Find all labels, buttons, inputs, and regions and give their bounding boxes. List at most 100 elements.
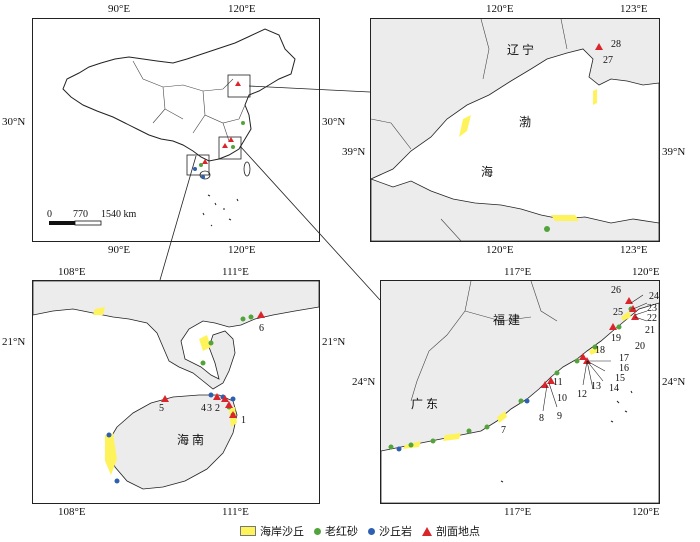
- legend-item-dune-rock: 沙丘岩: [368, 523, 412, 539]
- hainan-island-label: 海 南: [177, 433, 205, 447]
- red-sand-point: [241, 121, 245, 125]
- liaoning-lower-coast: [371, 178, 659, 241]
- hainan-island: [108, 394, 238, 490]
- china-bottom-tick-90e: 90°E: [108, 244, 131, 256]
- site-number-1: 1: [241, 415, 246, 426]
- fujian-map-svg: [381, 281, 659, 503]
- liaoning-left-tick-39n: 39°N: [342, 146, 366, 158]
- china-site-markers: [193, 81, 245, 179]
- bohai-label-lower: 海: [481, 165, 494, 179]
- china-bottom-tick-120e: 120°E: [228, 244, 256, 256]
- offshore-islets: [500, 390, 633, 483]
- fujian-top-tick-120e: 120°E: [632, 266, 660, 278]
- fujian-left-tick-24n: 24°N: [352, 376, 376, 388]
- site-number-6: 6: [259, 323, 264, 334]
- hainan-left-tick-21n: 21°N: [2, 336, 26, 348]
- site-number-11: 11: [553, 377, 563, 388]
- site-triangle: [222, 143, 228, 148]
- fujian-province-label: 福 建: [493, 313, 521, 327]
- site-number-8: 8: [539, 413, 544, 424]
- fujian-bottom-tick-117e: 117°E: [504, 506, 532, 518]
- dune-swatch: [240, 526, 256, 536]
- china-right-tick-30n: 30°N: [322, 116, 346, 128]
- scale-bar: [49, 220, 102, 226]
- site-number-9: 9: [557, 411, 562, 422]
- site-number-20: 20: [635, 341, 645, 352]
- site-triangle: [595, 43, 603, 50]
- site-number-2: 2: [215, 403, 220, 414]
- leader-lines: [542, 294, 648, 412]
- china-left-tick-30n: 30°N: [2, 116, 26, 128]
- site-number-23: 23: [647, 303, 657, 314]
- hainan-top-tick-111e: 111°E: [222, 266, 249, 278]
- red-sand-swatch: [314, 527, 321, 535]
- site-number-7: 7: [501, 425, 506, 436]
- site-number-22: 22: [647, 313, 657, 324]
- site-number-17: 17: [619, 353, 629, 364]
- site-number-10: 10: [557, 393, 567, 404]
- hainan-bottom-tick-111e: 111°E: [222, 506, 249, 518]
- site-number-15: 15: [615, 373, 625, 384]
- fujian-map: 福 建 广 东 26 24 23 25 22 21 20 19 18 17 16…: [380, 280, 660, 504]
- red-sand-point: [231, 145, 235, 149]
- site-triangle: [202, 159, 208, 164]
- site-number-13: 13: [591, 381, 601, 392]
- site-number-27: 27: [603, 55, 613, 66]
- bohai-label-upper: 渤: [519, 115, 532, 129]
- legend: 海岸沙丘 老红砂 沙丘岩 剖面地点: [240, 522, 480, 540]
- china-outline: [62, 28, 296, 162]
- liaoning-bottom-tick-120e: 120°E: [486, 244, 514, 256]
- legend-label-dune: 海岸沙丘: [260, 526, 304, 538]
- liaoning-top-tick-123e: 123°E: [620, 3, 648, 15]
- fujian-bottom-tick-120e: 120°E: [632, 506, 660, 518]
- bohai-sea: [371, 48, 659, 241]
- dune-rock-swatch: [368, 527, 375, 535]
- dune-rock-point: [201, 175, 205, 179]
- taiwan-island: [243, 161, 251, 177]
- hainan-bottom-tick-108e: 108°E: [58, 506, 86, 518]
- hainan-dune-rock-points: [106, 392, 236, 484]
- mainland-south-coast: [33, 281, 319, 390]
- fujian-right-tick-24n: 24°N: [662, 376, 686, 388]
- liaoning-right-tick-39n: 39°N: [662, 146, 686, 158]
- legend-label-red-sand: 老红砂: [325, 526, 358, 538]
- site-number-3: 3: [207, 403, 212, 414]
- liaoning-top-tick-120e: 120°E: [486, 3, 514, 15]
- china-top-tick-90e: 90°E: [108, 3, 131, 15]
- site-number-16: 16: [619, 363, 629, 374]
- site-number-4: 4: [201, 403, 206, 414]
- china-top-tick-120e: 120°E: [228, 3, 256, 15]
- guangdong-province-label: 广 东: [411, 397, 439, 411]
- site-number-19: 19: [611, 333, 621, 344]
- red-sand-point: [544, 226, 550, 232]
- legend-label-site: 剖面地点: [436, 526, 480, 538]
- legend-item-red-sand: 老红砂: [314, 523, 358, 539]
- site-number-12: 12: [577, 389, 587, 400]
- liaoning-province-label: 辽 宁: [507, 43, 535, 57]
- china-province-lines: [132, 60, 246, 142]
- liaoning-boundaries: [371, 19, 568, 241]
- hainan-top-tick-108e: 108°E: [58, 266, 86, 278]
- legend-item-site: 剖面地点: [422, 523, 480, 539]
- site-number-25: 25: [613, 307, 623, 318]
- site-number-14: 14: [609, 383, 619, 394]
- fujian-dune-rock-points: [396, 398, 530, 452]
- scale-label-770: 770: [73, 209, 88, 220]
- hainan-map: 海 南 6 5 4 3 2 1: [32, 280, 320, 504]
- scale-label-0: 0: [47, 209, 52, 220]
- fujian-top-tick-117e: 117°E: [504, 266, 532, 278]
- liaoning-map-svg: [371, 19, 659, 241]
- site-number-26: 26: [611, 285, 621, 296]
- hainan-map-svg: [33, 281, 319, 490]
- china-map-svg: [49, 28, 296, 227]
- site-number-5: 5: [159, 403, 164, 414]
- site-triangle: [235, 81, 241, 86]
- scale-label-1540: 1540 km: [101, 209, 137, 220]
- legend-label-dune-rock: 沙丘岩: [379, 526, 412, 538]
- liaoning-dune-segments: [459, 89, 597, 221]
- dune-rock-point: [193, 167, 197, 171]
- hainan-site-triangles: [161, 311, 265, 418]
- site-number-18: 18: [595, 345, 605, 356]
- hainan-right-tick-21n: 21°N: [322, 336, 346, 348]
